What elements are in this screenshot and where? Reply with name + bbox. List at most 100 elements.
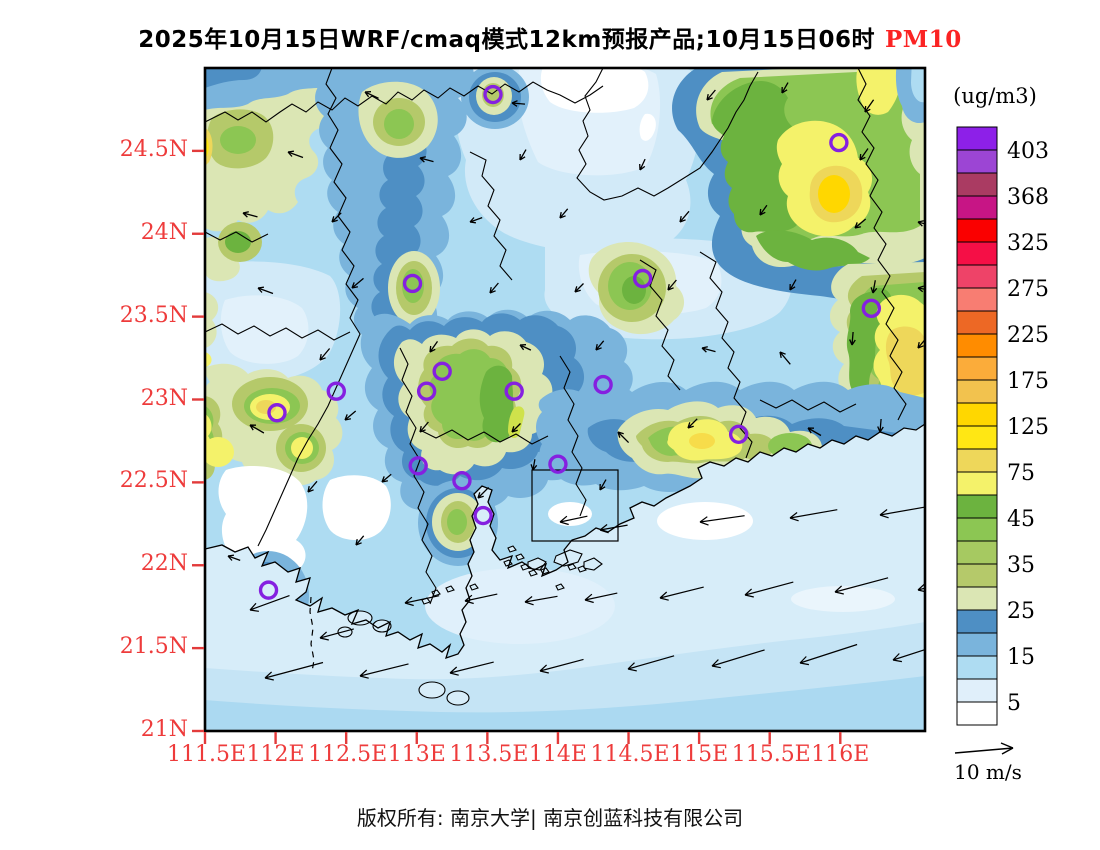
hongkong-inset-box [531, 469, 619, 542]
wind-arrow [477, 486, 490, 499]
lat-axis-label: 21N [140, 717, 188, 742]
colorbar-segment [956, 356, 998, 381]
wind-arrow [617, 431, 630, 444]
page-title: 2025年10月15日WRF/cmaq模式12km预报产品;10月15日06时 P… [60, 20, 1040, 54]
station-marker [408, 456, 428, 476]
coastline [205, 423, 925, 660]
wind-arrow [877, 418, 884, 433]
wind-arrow [519, 344, 532, 351]
wind-arrow [599, 479, 607, 491]
station-marker [267, 403, 287, 423]
colorbar-unit-label: (ug/m3) [953, 84, 1037, 108]
colorbar-tick-label: 15 [1007, 645, 1035, 670]
station-marker [728, 424, 749, 445]
wind-arrow [264, 661, 324, 681]
wind-arrow [249, 595, 290, 612]
wind-arrow [539, 658, 584, 674]
colorbar-segment [956, 517, 998, 542]
colorbar-tick-label: 5 [1007, 691, 1021, 716]
station-marker [632, 268, 653, 289]
colorbar-tick-label: 368 [1007, 185, 1049, 210]
colorbar-segment [956, 494, 998, 519]
wind-arrow [892, 649, 925, 663]
lon-axis-label: 113.5E [449, 742, 529, 767]
wind-arrow [449, 661, 494, 676]
lat-axis-label: 22.5N [119, 468, 188, 494]
wind-arrow [879, 506, 925, 519]
colorbar-segment [956, 563, 998, 588]
wind-arrow [257, 286, 274, 295]
wind-arrow [429, 341, 439, 353]
wind-arrow [524, 595, 558, 606]
wind-arrow [701, 346, 716, 353]
wind-arrow [419, 156, 434, 163]
station-marker [861, 298, 882, 319]
wind-arrow [807, 427, 822, 437]
lon-axis-label: 115E [670, 742, 729, 767]
wind-arrow [789, 509, 838, 522]
wind-arrow [519, 149, 527, 161]
colorbar-tick-label: 35 [1007, 553, 1035, 578]
station-marker [258, 580, 279, 600]
station-marker [483, 84, 503, 105]
colorbar-segment [956, 586, 998, 611]
colorbar-segment [956, 241, 998, 266]
wind-arrow [834, 577, 889, 595]
wind-arrow [559, 515, 588, 526]
colorbar-tick-label: 225 [1007, 323, 1049, 348]
wind-arrow [687, 418, 698, 429]
station-marker [593, 374, 613, 395]
wind-arrow [489, 282, 499, 294]
wind-arrow [227, 554, 241, 562]
wind-arrow [242, 211, 258, 218]
wind-arrow [404, 595, 440, 607]
copyright-footer: 版权所有: 南京大学| 南京创蓝科技有限公司 [356, 806, 744, 830]
colorbar-segment [956, 701, 998, 726]
colorbar-segment [956, 425, 998, 450]
wind-arrow [759, 204, 768, 216]
wind-vectors [227, 82, 925, 681]
station-marker [548, 454, 568, 474]
wind-arrow [344, 410, 357, 421]
wind-arrow [864, 99, 875, 113]
lon-axis-label: 112E [246, 742, 305, 767]
colorbar-tick-label: 25 [1007, 599, 1035, 624]
wind-arrow [667, 279, 677, 291]
station-marker [432, 361, 452, 382]
wind-arrow [744, 581, 794, 598]
lon-axis-label: 112.5E [308, 742, 388, 767]
wind-arrow [639, 158, 646, 171]
wind-arrow [511, 423, 521, 433]
station-marker [402, 273, 423, 294]
lat-axis-label: 24N [140, 219, 188, 245]
colorbar-segment [956, 149, 998, 174]
colorbar-tick-label: 175 [1007, 369, 1049, 394]
colorbar-tick-label: 325 [1007, 231, 1049, 256]
wind-reference-arrow [954, 742, 1014, 755]
colorbar-tick-label: 125 [1007, 415, 1049, 440]
wind-reference-label: 10 m/s [954, 760, 1022, 784]
lat-axis-label: 22N [140, 551, 188, 577]
wind-arrow [679, 210, 690, 223]
colorbar-tick-label: 275 [1007, 277, 1049, 302]
wind-arrow [559, 208, 569, 219]
wind-arrow [917, 583, 925, 593]
colorbar-tick-label: 45 [1007, 507, 1035, 532]
colorbar-segment [956, 540, 998, 565]
wind-arrow [781, 82, 789, 94]
wind-arrow [351, 277, 364, 289]
colorbar-segment [956, 402, 998, 427]
wind-arrow [419, 421, 429, 433]
wind-arrow [799, 643, 858, 666]
wind-arrow [779, 351, 791, 365]
wind-arrow [381, 473, 392, 483]
wind-arrow [584, 592, 618, 604]
lon-axis-label: 116E [811, 742, 870, 767]
contour-field [205, 68, 925, 731]
lon-axis-label: 114.5E [590, 742, 670, 767]
lon-axis-label: 113E [387, 742, 446, 767]
lat-axis-label: 24.5N [119, 136, 188, 162]
lat-axis-label: 23.5N [119, 302, 188, 328]
wind-arrow [574, 283, 584, 293]
